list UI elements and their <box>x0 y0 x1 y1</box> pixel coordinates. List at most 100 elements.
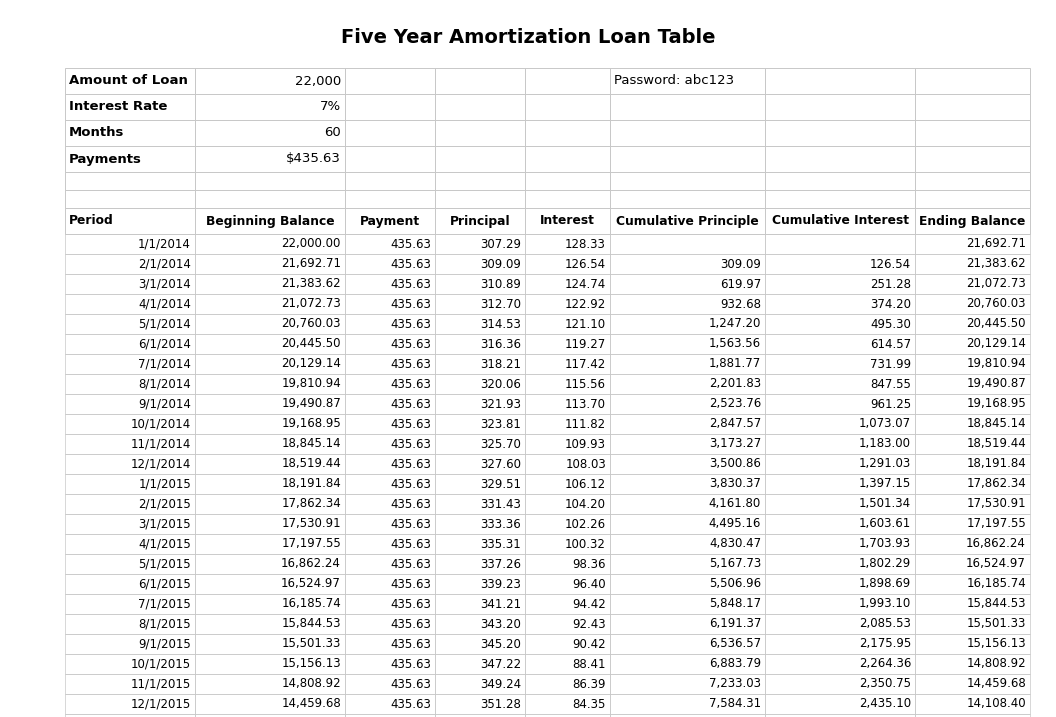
Text: 106.12: 106.12 <box>565 478 606 490</box>
Bar <box>65 594 195 614</box>
Bar <box>65 208 195 234</box>
Bar <box>195 94 345 120</box>
Text: 435.63: 435.63 <box>390 577 431 591</box>
Bar <box>914 68 1030 94</box>
Text: 121.10: 121.10 <box>565 318 606 331</box>
Bar <box>195 634 345 654</box>
Text: 5/1/2014: 5/1/2014 <box>138 318 191 331</box>
Text: 7/1/2015: 7/1/2015 <box>138 597 191 610</box>
Bar <box>345 574 435 594</box>
Text: 4,161.80: 4,161.80 <box>709 498 761 511</box>
Text: 60: 60 <box>324 126 341 140</box>
Bar <box>435 594 525 614</box>
Text: 374.20: 374.20 <box>870 298 911 310</box>
Text: 22,000: 22,000 <box>295 75 341 87</box>
Bar <box>195 434 345 454</box>
Bar <box>435 334 525 354</box>
Text: 18,845.14: 18,845.14 <box>966 417 1026 430</box>
Bar <box>65 414 195 434</box>
Text: Cumulative Principle: Cumulative Principle <box>616 214 759 227</box>
Bar <box>65 190 195 208</box>
Bar <box>345 172 435 190</box>
Bar <box>610 554 765 574</box>
Text: 18,191.84: 18,191.84 <box>966 457 1026 470</box>
Bar <box>195 454 345 474</box>
Bar <box>525 374 610 394</box>
Text: Ending Balance: Ending Balance <box>920 214 1025 227</box>
Text: 98.36: 98.36 <box>572 558 606 571</box>
Bar <box>65 474 195 494</box>
Text: 10/1/2014: 10/1/2014 <box>131 417 191 430</box>
Bar <box>525 208 610 234</box>
Text: 309.09: 309.09 <box>480 257 521 270</box>
Bar <box>525 172 610 190</box>
Text: 19,490.87: 19,490.87 <box>966 377 1026 391</box>
Text: 111.82: 111.82 <box>565 417 606 430</box>
Bar <box>435 574 525 594</box>
Bar <box>435 494 525 514</box>
Text: 20,129.14: 20,129.14 <box>966 338 1026 351</box>
Bar <box>435 554 525 574</box>
Text: 435.63: 435.63 <box>390 318 431 331</box>
Bar <box>610 294 765 314</box>
Bar <box>765 514 914 534</box>
Text: 96.40: 96.40 <box>572 577 606 591</box>
Bar <box>345 534 435 554</box>
Bar <box>914 294 1030 314</box>
Bar <box>610 454 765 474</box>
Text: 2/1/2015: 2/1/2015 <box>138 498 191 511</box>
Bar <box>195 314 345 334</box>
Bar <box>345 190 435 208</box>
Text: Beginning Balance: Beginning Balance <box>206 214 335 227</box>
Bar <box>435 234 525 254</box>
Text: 435.63: 435.63 <box>390 498 431 511</box>
Bar <box>525 314 610 334</box>
Text: 8/1/2015: 8/1/2015 <box>138 617 191 630</box>
Text: 329.51: 329.51 <box>480 478 521 490</box>
Text: 312.70: 312.70 <box>480 298 521 310</box>
Text: 88.41: 88.41 <box>572 657 606 670</box>
Text: Payments: Payments <box>69 153 142 166</box>
Text: 14,808.92: 14,808.92 <box>966 657 1026 670</box>
Text: 435.63: 435.63 <box>390 558 431 571</box>
Bar <box>435 314 525 334</box>
Text: 8/1/2014: 8/1/2014 <box>138 377 191 391</box>
Text: 4,495.16: 4,495.16 <box>709 518 761 531</box>
Bar <box>65 554 195 574</box>
Bar <box>195 614 345 634</box>
Text: 17,862.34: 17,862.34 <box>281 498 341 511</box>
Text: 7,233.03: 7,233.03 <box>709 678 761 690</box>
Bar <box>765 454 914 474</box>
Text: 12/1/2014: 12/1/2014 <box>131 457 191 470</box>
Text: 435.63: 435.63 <box>390 257 431 270</box>
Bar <box>765 172 914 190</box>
Bar <box>610 394 765 414</box>
Bar <box>525 354 610 374</box>
Bar <box>765 654 914 674</box>
Text: 6/1/2014: 6/1/2014 <box>138 338 191 351</box>
Bar <box>525 554 610 574</box>
Text: 435.63: 435.63 <box>390 657 431 670</box>
Bar <box>914 94 1030 120</box>
Text: Amount of Loan: Amount of Loan <box>69 75 188 87</box>
Bar <box>765 414 914 434</box>
Bar <box>765 634 914 654</box>
Bar <box>345 294 435 314</box>
Bar <box>525 294 610 314</box>
Text: 128.33: 128.33 <box>565 237 606 250</box>
Bar <box>610 674 765 694</box>
Bar <box>435 374 525 394</box>
Text: 21,692.71: 21,692.71 <box>966 237 1026 250</box>
Text: 619.97: 619.97 <box>720 277 761 290</box>
Bar <box>345 714 435 717</box>
Bar <box>195 554 345 574</box>
Text: 321.93: 321.93 <box>480 397 521 411</box>
Text: 7/1/2014: 7/1/2014 <box>138 358 191 371</box>
Text: 310.89: 310.89 <box>480 277 521 290</box>
Bar <box>765 314 914 334</box>
Text: 17,530.91: 17,530.91 <box>281 518 341 531</box>
Text: 961.25: 961.25 <box>870 397 911 411</box>
Bar <box>610 208 765 234</box>
Text: 435.63: 435.63 <box>390 617 431 630</box>
Text: 94.42: 94.42 <box>572 597 606 610</box>
